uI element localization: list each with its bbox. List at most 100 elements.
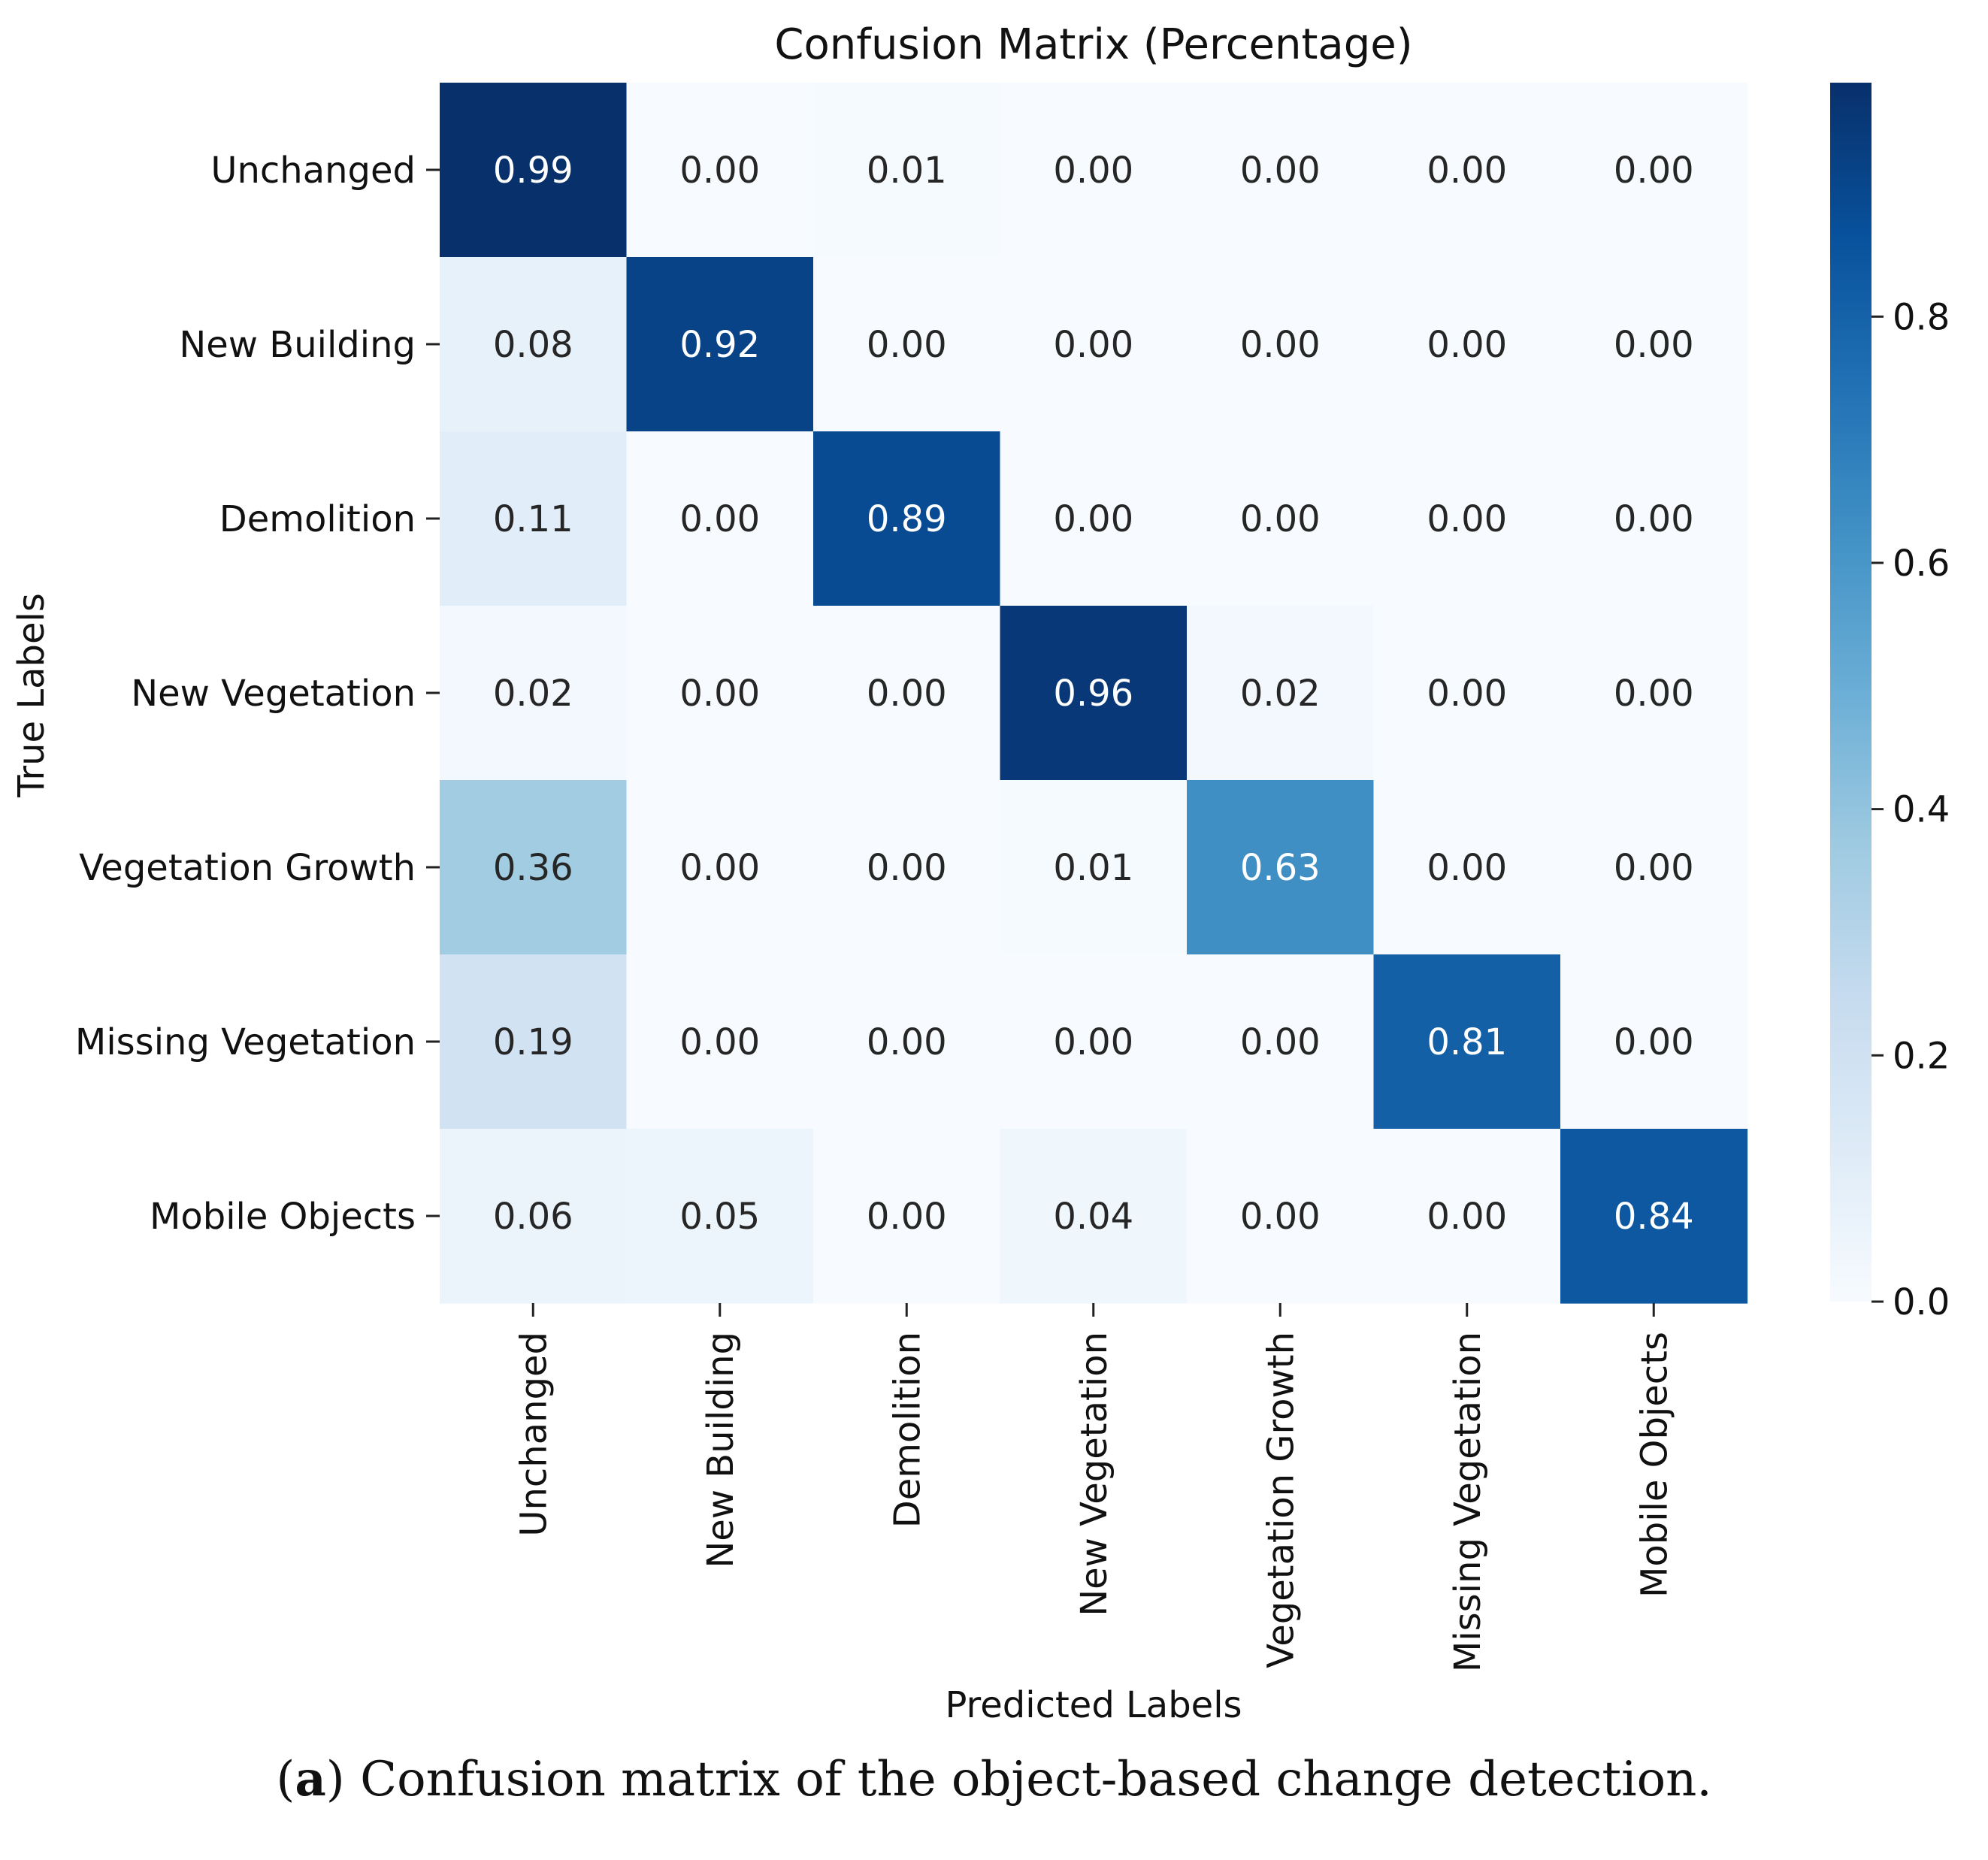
heatmap-cell — [813, 954, 1001, 1130]
heatmap-cell-labels: 0.99 0.00 0.01 0.00 0.00 0.00 0.00 0.08 0.92 0.00… — [493, 150, 1694, 1238]
x-tick-label: New Building — [700, 1332, 742, 1568]
cell-value-label: 0.08 — [493, 324, 573, 366]
cell-value-label: 0.92 — [679, 324, 760, 366]
cell-value-label: 0.00 — [1240, 1021, 1321, 1063]
colorbar — [1830, 83, 1872, 1302]
cell-value-label: 0.00 — [867, 673, 947, 715]
cell-value-label: 0.84 — [1614, 1196, 1694, 1238]
cell-value-label: 0.00 — [1053, 498, 1133, 540]
y-tick-label: Demolition — [219, 498, 416, 540]
cell-value-label: 0.00 — [1427, 1196, 1507, 1238]
cell-value-label: 0.99 — [493, 150, 573, 192]
heatmap-cell — [1373, 780, 1561, 955]
colorbar-tick-label: 0.6 — [1893, 543, 1950, 585]
cell-value-label: 0.00 — [867, 1021, 947, 1063]
cell-value-label: 0.00 — [1427, 324, 1507, 366]
heatmap-cell — [813, 83, 1001, 258]
figure-caption: (a) Confusion matrix of the object-based… — [276, 1751, 1712, 1807]
confusion-matrix-chart: Confusion Matrix (Percentage) 0.99 0.00 0.… — [11, 20, 1950, 1726]
cell-value-label: 0.00 — [1053, 150, 1133, 192]
heatmap-cell — [1373, 954, 1561, 1130]
cell-value-label: 0.02 — [1240, 673, 1321, 715]
y-tick-label: Vegetation Growth — [79, 847, 416, 889]
heatmap-cell — [440, 257, 628, 432]
heatmap-cell — [1000, 1129, 1188, 1304]
heatmap-cell — [626, 954, 814, 1130]
heatmap-cell — [813, 780, 1001, 955]
heatmap-cell — [1560, 1129, 1748, 1304]
cell-value-label: 0.00 — [1427, 673, 1507, 715]
x-axis: Unchanged New Building Demolition New Veget… — [513, 1303, 1675, 1672]
heatmap-cell — [440, 1129, 628, 1304]
colorbar-tick-label: 0.2 — [1893, 1035, 1950, 1077]
caption-label: a — [295, 1751, 326, 1807]
heatmap-cell — [1187, 83, 1375, 258]
cell-value-label: 0.00 — [1614, 150, 1694, 192]
caption-text: Confusion matrix of the object-based cha… — [360, 1752, 1712, 1807]
cell-value-label: 0.04 — [1053, 1196, 1133, 1238]
heatmap-cell — [1560, 257, 1748, 432]
cell-value-label: 0.05 — [679, 1196, 760, 1238]
cell-value-label: 0.02 — [493, 673, 573, 715]
chart-title: Confusion Matrix (Percentage) — [774, 20, 1412, 69]
cell-value-label: 0.01 — [867, 150, 947, 192]
heatmap-cell — [626, 606, 814, 781]
heatmap-cell — [1000, 83, 1188, 258]
cell-value-label: 0.00 — [1614, 847, 1694, 889]
heatmap-cell — [1560, 954, 1748, 1130]
cell-value-label: 0.00 — [1614, 673, 1694, 715]
cell-value-label: 0.96 — [1053, 673, 1133, 715]
heatmap-cell — [626, 431, 814, 606]
x-axis-label: Predicted Labels — [945, 1684, 1242, 1726]
heatmap-cell — [1560, 83, 1748, 258]
heatmap-cell — [1373, 83, 1561, 258]
colorbar-tick-label: 0.0 — [1893, 1281, 1950, 1323]
heatmap-cell — [1187, 606, 1375, 781]
heatmap-cell — [1187, 780, 1375, 955]
heatmap-cell — [813, 1129, 1001, 1304]
x-tick-label: Vegetation Growth — [1260, 1332, 1302, 1668]
heatmap-cell — [1187, 954, 1375, 1130]
cell-value-label: 0.00 — [1240, 150, 1321, 192]
heatmap-cell — [1373, 257, 1561, 432]
heatmap-cell — [626, 1129, 814, 1304]
x-tick-label: Unchanged — [513, 1332, 555, 1537]
x-tick-label: New Vegetation — [1073, 1332, 1115, 1617]
heatmap-cell — [1000, 257, 1188, 432]
colorbar-tick-label: 0.8 — [1893, 296, 1950, 338]
cell-value-label: 0.19 — [493, 1021, 573, 1063]
heatmap-cell — [440, 780, 628, 955]
cell-value-label: 0.00 — [679, 1021, 760, 1063]
cell-value-label: 0.00 — [1427, 150, 1507, 192]
heatmap-cell — [626, 780, 814, 955]
heatmap-cell — [1373, 1129, 1561, 1304]
heatmap-cell — [1000, 431, 1188, 606]
heatmap-cells — [440, 83, 1748, 1304]
cell-value-label: 0.00 — [1614, 324, 1694, 366]
colorbar-ticks: 0.0 0.2 0.4 0.6 0.8 — [1872, 296, 1950, 1323]
heatmap-cell — [1373, 431, 1561, 606]
y-axis-label: True Labels — [11, 593, 53, 798]
heatmap-cell — [813, 606, 1001, 781]
heatmap-cell — [813, 431, 1001, 606]
heatmap-cell — [1560, 431, 1748, 606]
cell-value-label: 0.89 — [867, 498, 947, 540]
y-tick-label: Mobile Objects — [150, 1196, 416, 1238]
heatmap-cell — [440, 606, 628, 781]
cell-value-label: 0.00 — [1427, 498, 1507, 540]
cell-value-label: 0.06 — [493, 1196, 573, 1238]
heatmap-cell — [440, 954, 628, 1130]
cell-value-label: 0.00 — [867, 324, 947, 366]
cell-value-label: 0.00 — [679, 498, 760, 540]
heatmap-cell — [1560, 606, 1748, 781]
colorbar-tick-label: 0.4 — [1893, 789, 1950, 831]
cell-value-label: 0.63 — [1240, 847, 1321, 889]
cell-value-label: 0.00 — [679, 673, 760, 715]
cell-value-label: 0.36 — [493, 847, 573, 889]
heatmap-cell — [1373, 606, 1561, 781]
y-tick-label: New Building — [179, 324, 416, 366]
heatmap-cell — [1187, 1129, 1375, 1304]
heatmap-cell — [1560, 780, 1748, 955]
heatmap-cell — [1000, 606, 1188, 781]
